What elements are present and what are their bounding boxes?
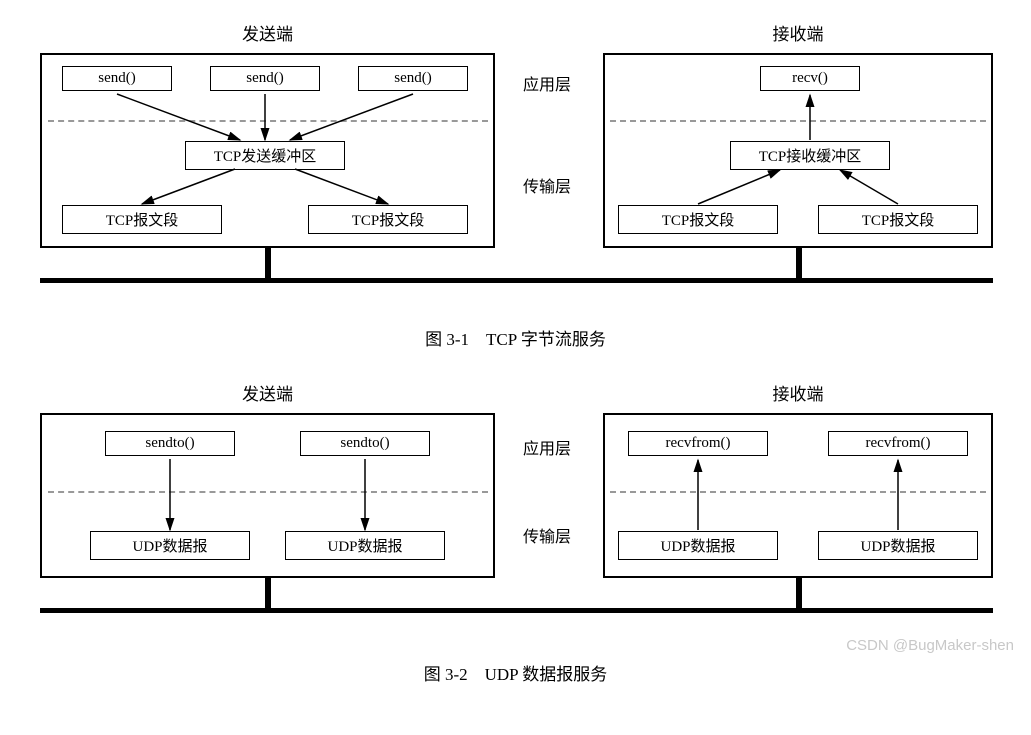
box-tcp-send-buffer: TCP发送缓冲区 bbox=[185, 141, 345, 170]
box-udp-dgram-1: UDP数据报 bbox=[90, 531, 250, 560]
header-row-2: 发送端 接收端 bbox=[10, 380, 1021, 405]
box-tcp-rsegment-1: TCP报文段 bbox=[618, 205, 778, 234]
figure-tcp: 发送端 接收端 应用层 传输层 send() send() send() TCP… bbox=[10, 20, 1021, 350]
box-send-3: send() bbox=[358, 66, 468, 91]
watermark: CSDN @BugMaker-shen bbox=[846, 637, 1014, 654]
box-sendto-1: sendto() bbox=[105, 431, 235, 456]
box-udp-rdgram-1: UDP数据报 bbox=[618, 531, 778, 560]
canvas-2: 应用层 传输层 sendto() sendto() UDP数据报 UDP数据报 … bbox=[10, 413, 1020, 648]
sender-title-2: 发送端 bbox=[40, 380, 495, 405]
layer-trans-1: 传输层 bbox=[512, 173, 582, 197]
network-bar-2 bbox=[40, 608, 993, 613]
receiver-title-1: 接收端 bbox=[603, 20, 993, 45]
layer-trans-2: 传输层 bbox=[512, 523, 582, 547]
dash-right-2 bbox=[610, 491, 986, 493]
box-recv: recv() bbox=[760, 66, 860, 91]
layer-app-2: 应用层 bbox=[512, 435, 582, 459]
stand-1b bbox=[796, 248, 802, 278]
box-tcp-segment-2: TCP报文段 bbox=[308, 205, 468, 234]
figure-udp: 发送端 接收端 应用层 传输层 sendto() sendto() UDP数据报… bbox=[10, 380, 1021, 685]
box-tcp-segment-1: TCP报文段 bbox=[62, 205, 222, 234]
sender-title-1: 发送端 bbox=[40, 20, 495, 45]
stand-2a bbox=[265, 578, 271, 608]
dash-left-2 bbox=[48, 491, 488, 493]
dash-right-1 bbox=[610, 120, 986, 122]
box-tcp-rsegment-2: TCP报文段 bbox=[818, 205, 978, 234]
network-bar-1 bbox=[40, 278, 993, 283]
box-send-2: send() bbox=[210, 66, 320, 91]
box-recvfrom-2: recvfrom() bbox=[828, 431, 968, 456]
box-udp-dgram-2: UDP数据报 bbox=[285, 531, 445, 560]
canvas-1: 应用层 传输层 send() send() send() TCP发送缓冲区 TC… bbox=[10, 53, 1020, 313]
box-recvfrom-1: recvfrom() bbox=[628, 431, 768, 456]
caption-2: 图 3-2 UDP 数据报服务 bbox=[10, 660, 1021, 685]
box-sendto-2: sendto() bbox=[300, 431, 430, 456]
layer-app-1: 应用层 bbox=[512, 71, 582, 95]
dash-left-1 bbox=[48, 120, 488, 122]
stand-2b bbox=[796, 578, 802, 608]
stand-1a bbox=[265, 248, 271, 278]
caption-1: 图 3-1 TCP 字节流服务 bbox=[10, 325, 1021, 350]
box-tcp-recv-buffer: TCP接收缓冲区 bbox=[730, 141, 890, 170]
box-send-1: send() bbox=[62, 66, 172, 91]
box-udp-rdgram-2: UDP数据报 bbox=[818, 531, 978, 560]
receiver-title-2: 接收端 bbox=[603, 380, 993, 405]
header-row-1: 发送端 接收端 bbox=[10, 20, 1021, 45]
